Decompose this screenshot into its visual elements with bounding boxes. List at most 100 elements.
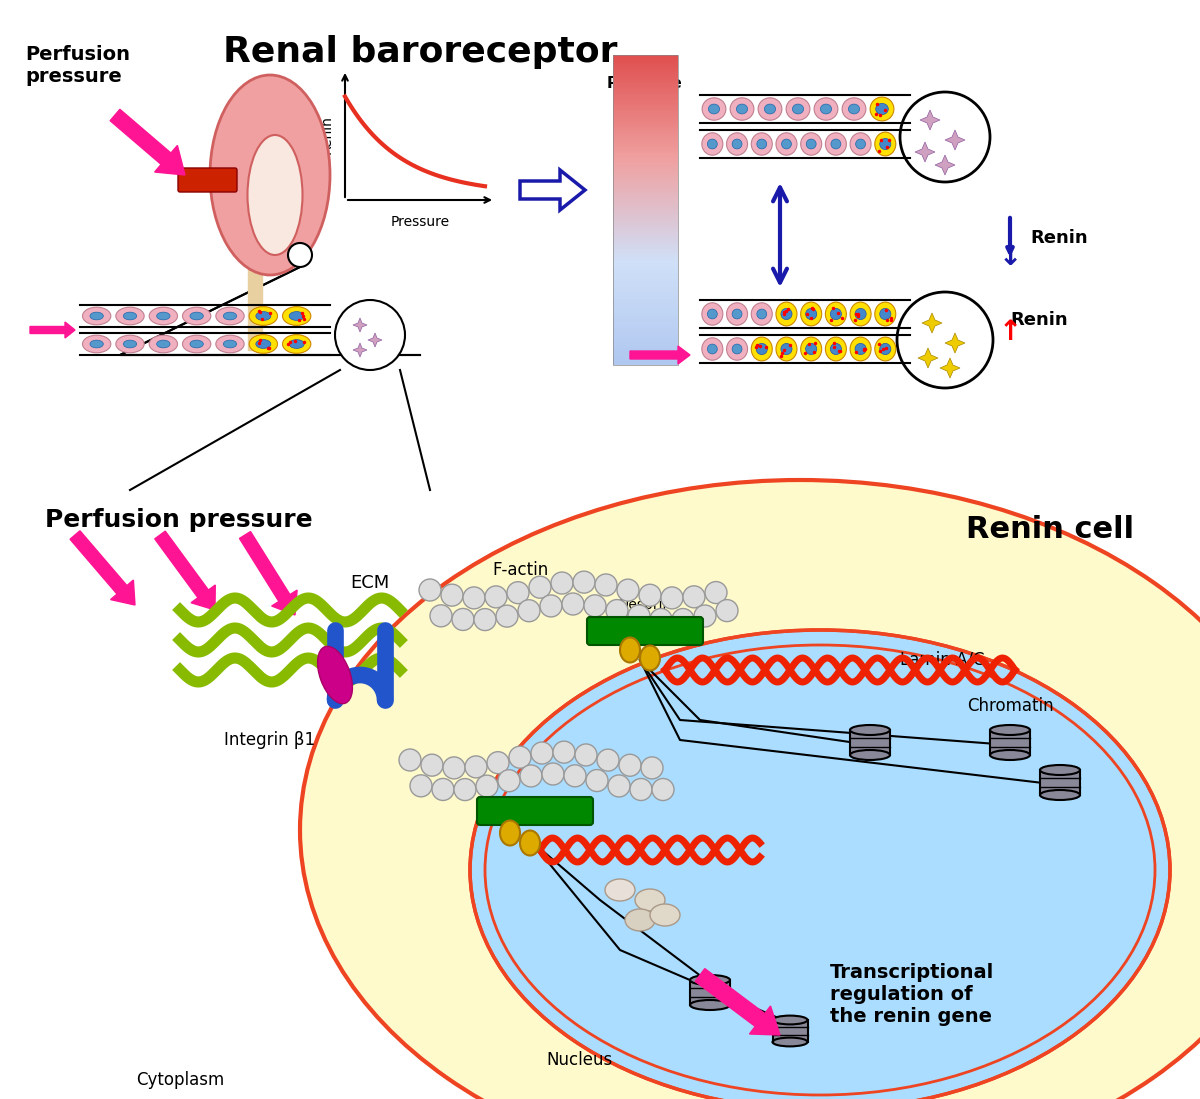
Ellipse shape xyxy=(90,341,103,348)
Ellipse shape xyxy=(826,302,846,326)
Circle shape xyxy=(551,571,574,595)
Polygon shape xyxy=(353,318,367,332)
Ellipse shape xyxy=(250,307,277,325)
Ellipse shape xyxy=(223,312,236,320)
Bar xyxy=(990,730,1030,755)
Ellipse shape xyxy=(856,309,866,320)
Ellipse shape xyxy=(821,104,832,114)
Circle shape xyxy=(443,757,466,779)
Ellipse shape xyxy=(875,337,895,360)
Ellipse shape xyxy=(256,312,271,321)
Text: High: High xyxy=(616,103,674,123)
Text: Lamin A/C: Lamin A/C xyxy=(900,651,984,669)
Ellipse shape xyxy=(250,335,277,354)
Ellipse shape xyxy=(806,140,816,148)
Ellipse shape xyxy=(289,340,304,348)
Text: ↑: ↑ xyxy=(998,318,1021,346)
Ellipse shape xyxy=(830,140,841,148)
FancyArrow shape xyxy=(110,109,185,175)
Ellipse shape xyxy=(157,312,170,320)
Ellipse shape xyxy=(625,909,655,931)
FancyArrow shape xyxy=(520,170,586,210)
Ellipse shape xyxy=(149,308,178,325)
Ellipse shape xyxy=(757,309,767,319)
Ellipse shape xyxy=(751,133,773,155)
Text: Renin cell: Renin cell xyxy=(966,515,1134,544)
Ellipse shape xyxy=(826,133,846,155)
FancyArrow shape xyxy=(155,531,215,610)
Circle shape xyxy=(562,593,584,615)
Ellipse shape xyxy=(650,904,680,926)
Circle shape xyxy=(463,587,485,609)
Circle shape xyxy=(542,763,564,785)
Circle shape xyxy=(485,586,508,608)
Ellipse shape xyxy=(90,312,103,320)
Ellipse shape xyxy=(786,98,810,120)
Ellipse shape xyxy=(124,312,137,320)
Circle shape xyxy=(454,778,476,800)
Ellipse shape xyxy=(520,831,540,855)
Circle shape xyxy=(606,600,628,622)
Ellipse shape xyxy=(216,335,244,353)
Circle shape xyxy=(529,576,551,598)
Circle shape xyxy=(335,300,406,370)
Circle shape xyxy=(509,746,530,768)
Ellipse shape xyxy=(880,309,890,320)
Ellipse shape xyxy=(850,337,871,360)
Circle shape xyxy=(584,595,606,617)
Ellipse shape xyxy=(805,343,817,355)
Text: Cytoplasm: Cytoplasm xyxy=(136,1072,224,1089)
Text: ECM: ECM xyxy=(350,574,389,592)
Ellipse shape xyxy=(732,309,742,319)
Ellipse shape xyxy=(732,140,742,148)
Ellipse shape xyxy=(773,1015,808,1024)
Circle shape xyxy=(430,604,452,626)
Ellipse shape xyxy=(470,630,1170,1099)
Ellipse shape xyxy=(702,337,722,360)
Polygon shape xyxy=(940,358,960,378)
Circle shape xyxy=(474,609,496,631)
Ellipse shape xyxy=(880,138,890,149)
Circle shape xyxy=(652,778,674,800)
Text: Pressure: Pressure xyxy=(390,215,450,229)
Circle shape xyxy=(694,606,716,628)
Text: F-actin: F-actin xyxy=(492,560,548,579)
Ellipse shape xyxy=(223,341,236,348)
Bar xyxy=(690,980,730,1004)
Circle shape xyxy=(586,769,608,791)
Ellipse shape xyxy=(83,308,110,325)
Circle shape xyxy=(672,609,694,631)
Circle shape xyxy=(432,778,454,800)
Text: Nesprin: Nesprin xyxy=(618,598,672,612)
Ellipse shape xyxy=(732,344,742,354)
Ellipse shape xyxy=(182,335,211,353)
Circle shape xyxy=(628,604,650,626)
Text: Renin: Renin xyxy=(1030,229,1087,247)
Ellipse shape xyxy=(318,646,353,703)
Ellipse shape xyxy=(751,303,773,325)
Ellipse shape xyxy=(776,133,797,155)
Ellipse shape xyxy=(875,132,895,156)
Ellipse shape xyxy=(500,821,520,845)
Ellipse shape xyxy=(850,302,871,326)
Circle shape xyxy=(452,609,474,631)
Ellipse shape xyxy=(708,140,718,148)
FancyArrow shape xyxy=(630,346,690,364)
Text: Nucleus: Nucleus xyxy=(547,1051,613,1069)
Ellipse shape xyxy=(190,312,203,320)
Ellipse shape xyxy=(756,343,767,355)
Circle shape xyxy=(598,750,619,771)
Circle shape xyxy=(553,741,575,763)
Ellipse shape xyxy=(157,341,170,348)
Ellipse shape xyxy=(726,133,748,155)
Circle shape xyxy=(476,775,498,797)
FancyArrow shape xyxy=(240,532,298,615)
FancyBboxPatch shape xyxy=(478,797,593,825)
Circle shape xyxy=(608,775,630,797)
Polygon shape xyxy=(946,333,965,353)
Ellipse shape xyxy=(758,98,782,120)
Ellipse shape xyxy=(856,343,866,355)
Circle shape xyxy=(640,585,661,607)
Ellipse shape xyxy=(850,133,871,155)
Ellipse shape xyxy=(190,341,203,348)
